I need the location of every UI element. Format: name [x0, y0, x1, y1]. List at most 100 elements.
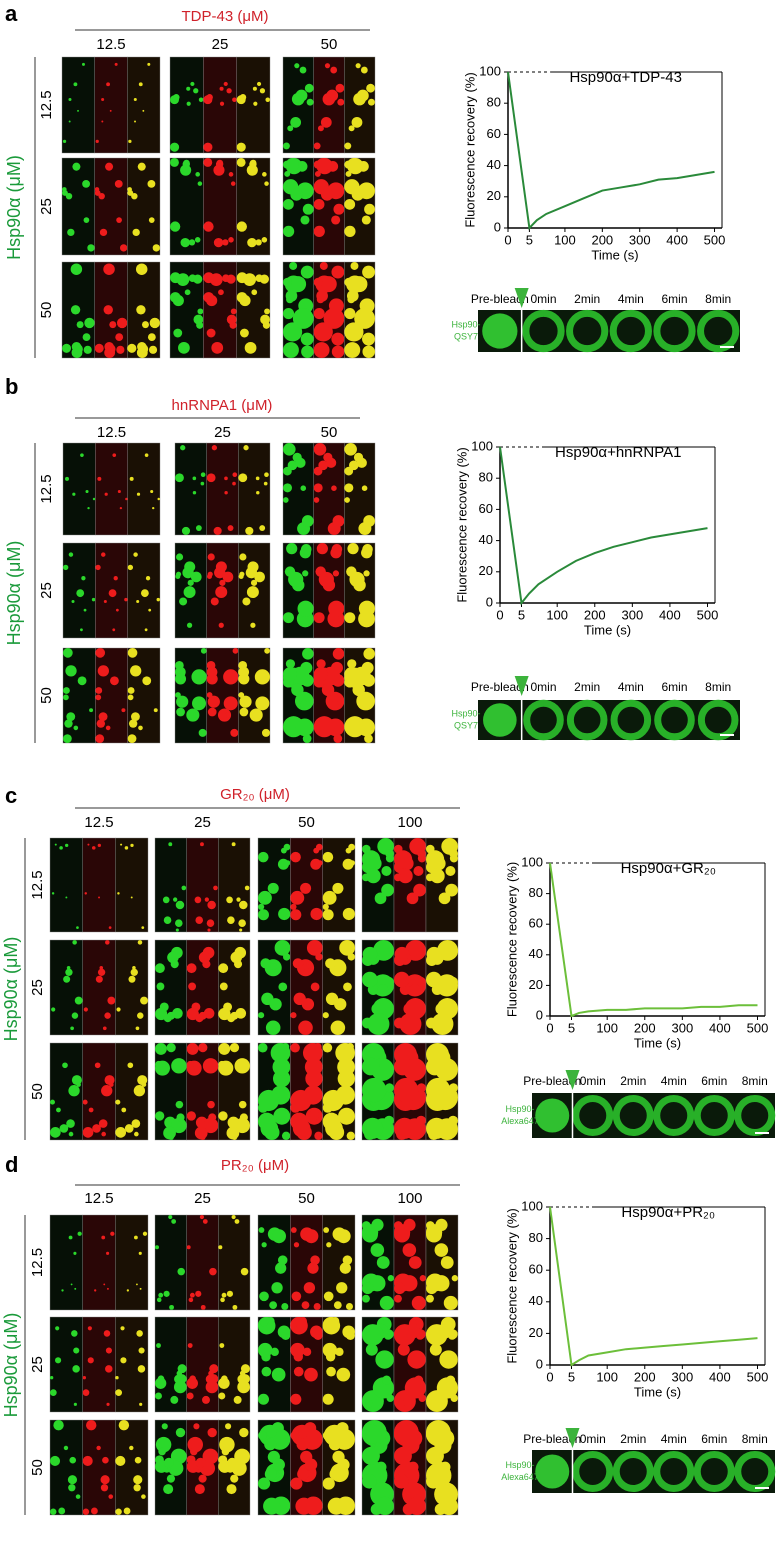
- droplet: [331, 485, 337, 491]
- droplet: [208, 1370, 214, 1377]
- droplet: [399, 1013, 422, 1035]
- droplet: [413, 865, 424, 876]
- droplet: [236, 272, 248, 284]
- droplet: [277, 858, 289, 870]
- droplet: [361, 485, 368, 491]
- droplet: [394, 1057, 412, 1076]
- droplet: [144, 453, 149, 457]
- droplet: [50, 1099, 55, 1105]
- chart-title: Hsp90α+PR₂₀: [621, 1204, 715, 1221]
- droplet: [324, 1318, 333, 1327]
- droplet: [63, 694, 69, 701]
- x-tick-label: 100: [546, 607, 568, 622]
- droplet: [292, 1318, 301, 1327]
- droplet: [232, 97, 237, 103]
- droplet: [206, 919, 215, 927]
- droplet: [335, 963, 342, 970]
- column-label: 50: [298, 814, 315, 831]
- droplet: [225, 1423, 232, 1430]
- y-tick-label: 80: [529, 885, 543, 900]
- micrograph: [49, 1214, 83, 1311]
- droplet: [309, 944, 320, 954]
- droplet: [110, 676, 119, 686]
- droplet: [293, 1366, 304, 1377]
- droplet: [120, 843, 123, 846]
- x-tick-label: 400: [666, 232, 688, 247]
- droplet: [439, 1496, 458, 1515]
- micrograph: [154, 837, 187, 933]
- droplet: [124, 597, 128, 602]
- row-label: 12.5: [29, 870, 46, 899]
- droplet: [179, 597, 188, 606]
- droplet: [300, 700, 308, 709]
- droplet: [328, 600, 345, 617]
- droplet: [283, 322, 303, 342]
- droplet: [204, 897, 209, 902]
- micrograph: [49, 939, 83, 1036]
- droplet: [206, 93, 213, 101]
- droplet: [170, 142, 180, 152]
- droplet: [67, 228, 75, 237]
- droplet: [236, 142, 246, 152]
- droplet: [99, 965, 104, 970]
- droplet: [104, 1012, 111, 1019]
- droplet: [299, 66, 307, 74]
- droplet: [313, 322, 333, 342]
- droplet: [116, 217, 122, 223]
- droplet: [313, 142, 321, 150]
- droplet: [304, 1229, 319, 1244]
- droplet: [181, 885, 187, 891]
- droplet: [362, 873, 370, 882]
- droplet: [81, 576, 86, 581]
- droplet: [445, 865, 456, 876]
- droplet: [344, 142, 352, 150]
- droplet: [171, 1219, 177, 1224]
- droplet: [127, 648, 138, 658]
- droplet: [224, 476, 228, 481]
- droplet: [163, 1014, 172, 1023]
- row-label: 25: [29, 979, 46, 996]
- droplet-frame: [566, 699, 608, 741]
- droplet: [367, 98, 375, 106]
- droplet: [74, 1287, 77, 1290]
- droplet: [302, 1347, 312, 1357]
- droplet: [186, 1043, 199, 1055]
- droplet: [333, 734, 343, 743]
- droplet: [82, 1099, 88, 1105]
- x-tick-label: 5: [518, 607, 525, 622]
- droplet: [228, 172, 234, 177]
- droplet: [413, 883, 426, 897]
- droplet: [194, 237, 201, 243]
- droplet: [83, 608, 87, 612]
- droplet: [96, 1445, 101, 1451]
- droplet: [131, 1119, 141, 1128]
- droplet: [223, 696, 238, 711]
- droplet: [163, 1484, 174, 1495]
- droplet: [170, 272, 181, 284]
- micrograph: [95, 442, 128, 536]
- panel-title: TDP-43 (μM): [182, 8, 269, 25]
- droplet: [336, 1282, 348, 1294]
- x-tick-label: 500: [747, 1020, 769, 1035]
- droplet-frame: [653, 309, 696, 353]
- droplet: [65, 896, 68, 899]
- droplet: [51, 1007, 56, 1012]
- droplet: [394, 946, 410, 962]
- droplet: [302, 734, 312, 743]
- droplet: [192, 476, 197, 481]
- droplet: [275, 1262, 287, 1274]
- droplet-frame: [693, 1450, 735, 1493]
- droplet: [192, 696, 207, 711]
- droplet: [218, 1043, 231, 1055]
- droplet: [236, 221, 247, 232]
- droplet: [289, 262, 298, 270]
- droplet: [207, 900, 216, 910]
- droplet: [360, 66, 368, 74]
- droplet: [73, 1251, 77, 1255]
- droplet: [342, 907, 355, 921]
- droplet: [435, 1218, 448, 1231]
- micrograph: [236, 56, 271, 154]
- droplet: [181, 526, 191, 535]
- droplet: [69, 1456, 77, 1464]
- droplet: [314, 1043, 322, 1051]
